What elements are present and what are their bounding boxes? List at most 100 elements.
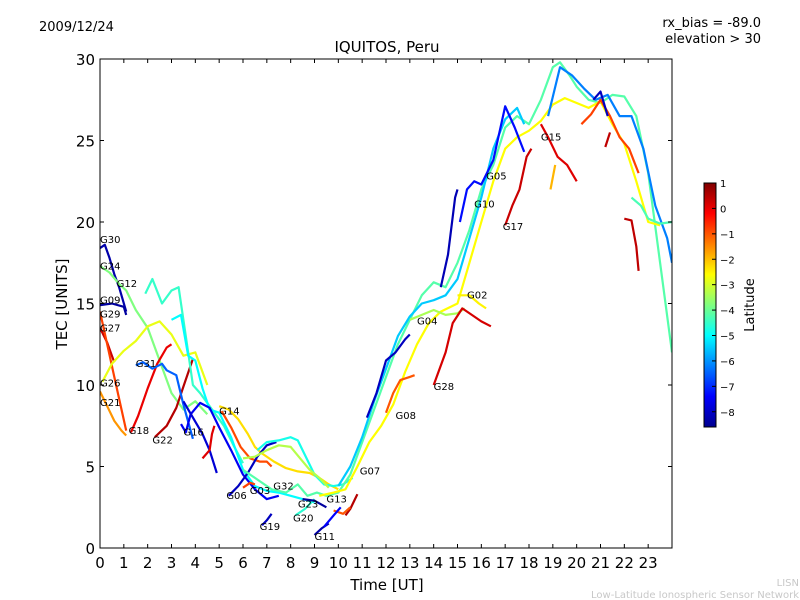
x-tick-label: 20 [567,554,586,572]
colorbar-tick-label: −3 [720,281,735,292]
satellite-label: G28 [434,382,454,393]
satellite-label: G11 [315,532,335,543]
tec-series-23 [547,66,672,264]
satellite-label: G30 [100,235,120,246]
elevation-label: elevation > 30 [665,32,761,47]
colorbar-tick-label: −8 [720,408,735,419]
x-tick-label: 7 [262,554,272,572]
footer-org-short: LISN [777,578,799,589]
satellite-label: G21 [100,398,120,409]
x-tick-label: 21 [591,554,610,572]
colorbar-ticks: 1 0 −1 −2 −3 −4 −5 −6 −7 −8 [712,179,735,419]
tec-series-37 [624,217,640,272]
tec-series-9 [135,361,194,440]
satellite-label: G04 [417,317,437,328]
plot-frame [99,58,673,549]
tec-series-38 [630,196,672,225]
x-tick-label: 4 [191,554,201,572]
tec-series-15 [218,405,339,491]
tec-series-46 [242,481,256,489]
x-tick-label: 5 [214,554,224,572]
satellite-label: G19 [260,522,280,533]
satellite-label: G31 [136,359,156,370]
colorbar-tick-label: 1 [720,179,726,190]
x-tick-label: 19 [543,554,562,572]
satellite-label: G02 [467,291,487,302]
y-tick-label: 10 [76,377,95,395]
tec-series-25 [457,294,487,310]
satellite-label: G22 [152,436,172,447]
x-tick-label: 18 [519,554,538,572]
satellite-label: G14 [219,406,239,417]
satellite-label: G32 [273,481,293,492]
tec-series-39 [344,493,359,517]
tec-series-45 [302,498,327,509]
x-tick-label: 0 [95,554,105,572]
tec-series-36 [592,90,609,117]
y-tick-label: 20 [76,214,95,232]
tec-series-33 [539,123,578,182]
tec-series-17 [227,441,277,497]
x-tick-label: 17 [496,554,515,572]
tec-series-31 [504,148,533,226]
satellite-label: G03 [250,486,270,497]
colorbar-tick-label: −4 [720,306,735,317]
satellite-label: G07 [360,467,380,478]
y-tick-label: 30 [76,51,95,69]
tec-series-11 [170,313,315,504]
tec-series-0 [100,243,128,312]
satellite-label: G13 [326,494,346,505]
satellite-label: G24 [100,261,120,272]
chart-title: IQUITOS, Peru [334,38,439,56]
y-tick-label: 25 [76,133,95,151]
x-tick-label: 16 [472,554,491,572]
colorbar-tick-label: −6 [720,357,735,368]
tec-series-34 [580,98,640,174]
tec-series-7 [129,343,173,433]
x-tick-label: 14 [424,554,443,572]
x-axis-label: Time [UT] [349,576,423,594]
y-axis: 0 5 10 15 20 25 30 [76,51,672,558]
x-axis: 0 1 2 3 4 5 6 7 8 9 10 11 12 13 14 15 16 17 18 19 20 21 22 23 [95,59,658,572]
satellite-label: G15 [541,133,561,144]
tec-series-8 [154,358,194,438]
tec-series-12 [180,401,280,501]
colorbar-tick-label: −1 [720,230,735,241]
satellite-label: G23 [298,499,318,510]
satellite-label: G26 [100,379,120,390]
x-tick-label: 9 [310,554,320,572]
satellite-label: G18 [129,426,149,437]
tec-series-3 [100,327,116,363]
tec-series-18 [256,436,354,488]
tec-series-21 [319,97,661,497]
x-tick-label: 3 [167,554,177,572]
date-label: 2009/12/24 [39,20,114,35]
x-tick-label: 2 [143,554,153,572]
colorbar [703,182,717,428]
x-tick-label: 15 [448,554,467,572]
x-tick-label: 8 [286,554,296,572]
y-tick-label: 5 [85,459,95,477]
tec-series-28 [365,333,411,419]
tec-series-35 [604,132,612,148]
tec-series-30 [458,105,526,223]
tec-series-19 [242,444,330,489]
satellite-label: G29 [100,310,120,321]
x-tick-label: 13 [400,554,419,572]
colorbar-label: Latitude [743,278,758,332]
tec-series-2 [100,302,128,316]
tec-series-26 [432,307,492,386]
x-tick-label: 22 [615,554,634,572]
tec-series-42 [323,506,342,528]
satellite-label: G05 [486,172,506,183]
satellite-label: G27 [100,324,120,335]
colorbar-tick-label: 0 [720,204,726,215]
colorbar-tick-label: −2 [720,255,735,266]
tec-series-4 [100,311,128,431]
satellite-label: G08 [396,411,416,422]
x-tick-label: 1 [119,554,129,572]
satellite-label: G17 [503,222,523,233]
